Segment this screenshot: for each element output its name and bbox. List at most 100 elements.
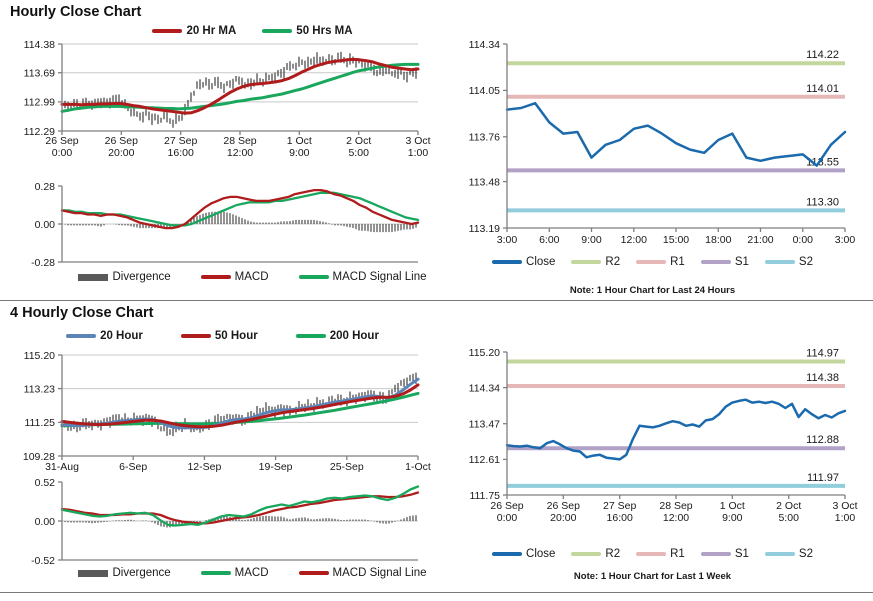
y-tick-label: 114.34 — [469, 382, 500, 394]
y-tick-label: 109.28 — [23, 451, 55, 463]
legend-item-50-hour: 50 Hour — [180, 330, 258, 342]
level-label-s2: 113.30 — [806, 196, 839, 208]
x-tick-label: 25-Sep — [330, 461, 364, 473]
legend-label: S2 — [798, 548, 813, 560]
legend-label: Close — [526, 256, 556, 268]
level-label-s1: 112.88 — [806, 434, 839, 446]
hourly-close-chart-title: Hourly Close Chart — [10, 4, 142, 20]
y-tick-label: 115.20 — [24, 350, 55, 362]
x-tick-label: 18:00 — [705, 234, 731, 246]
legend-item-close: Close — [492, 548, 555, 560]
x-tick-label: 20:00 — [108, 147, 134, 159]
legend-label: Close — [526, 548, 556, 560]
hourly-close-legend: 20 Hr MA 50 Hrs MA — [40, 25, 465, 37]
x-tick-label: 3:00 — [835, 234, 856, 246]
legend-line-swatch — [636, 260, 667, 264]
x-tick-label: 28 Sep — [659, 500, 692, 512]
legend-label: 50 Hrs MA — [296, 25, 353, 37]
legend-item-r2: R2 — [571, 548, 620, 560]
legend-label: Divergence — [112, 271, 171, 283]
hourly-macd-legend: Divergence MACD MACD Signal Line — [40, 271, 465, 283]
series-line-macd-signal-line — [60, 491, 420, 525]
y-tick-label: 0.52 — [35, 477, 56, 489]
x-tick-label: 6-Sep — [119, 461, 147, 473]
x-tick-label: 26 Sep — [105, 135, 138, 147]
legend-line-swatch — [262, 29, 293, 33]
y-tick-label: 112.29 — [24, 126, 55, 138]
legend-label: MACD Signal Line — [332, 567, 427, 579]
legend-label: R1 — [670, 548, 685, 560]
x-tick-label: 1:00 — [408, 147, 429, 159]
x-tick-label: 15:00 — [663, 234, 689, 246]
legend-line-swatch — [295, 334, 326, 338]
legend-item-20-hour: 20 Hour — [66, 330, 143, 342]
x-tick-label: 26 Sep — [490, 500, 523, 512]
level-label-r1: 114.38 — [806, 372, 839, 384]
four-hourly-macd-legend: Divergence MACD MACD Signal Line — [40, 567, 465, 579]
x-tick-label: 26 Sep — [45, 135, 78, 147]
y-tick-label: 113.23 — [24, 383, 55, 395]
x-tick-label: 5:00 — [348, 147, 369, 159]
legend-label: R2 — [605, 548, 621, 560]
legend-label: R2 — [605, 256, 621, 268]
x-tick-label: 26 Sep — [547, 500, 580, 512]
hourly-support-resistance-chart: 114.22 114.01 113.55 113.30 114.34 114.05 113.… — [469, 39, 856, 246]
hourly-sr-legend: Close R2 R1 S1 S2 — [435, 256, 870, 268]
x-tick-label: 12-Sep — [187, 461, 221, 473]
legend-label: S1 — [734, 256, 749, 268]
x-tick-label: 28 Sep — [223, 135, 256, 147]
level-label-s1: 113.55 — [806, 156, 839, 168]
series-line-50-hrs-ma — [60, 62, 420, 113]
series-line-macd — [60, 188, 420, 230]
four-hourly-close-chart-title: 4 Hourly Close Chart — [10, 305, 154, 321]
y-tick-label: 113.48 — [469, 176, 500, 188]
legend-label: MACD Signal Line — [332, 271, 427, 283]
y-tick-label: 113.47 — [469, 419, 500, 431]
y-tick-label: 115.20 — [469, 347, 500, 359]
level-label-r2: 114.22 — [806, 49, 839, 61]
series-line-macd-signal-line — [60, 191, 420, 227]
legend-item-divergence: Divergence — [78, 567, 171, 579]
y-tick-label: 114.05 — [469, 85, 500, 97]
four-hourly-macd-chart: 0.52 0.00 -0.52 — [31, 477, 420, 564]
legend-label: Divergence — [112, 567, 171, 579]
legend-item-s1: S1 — [700, 548, 749, 560]
legend-item-close: Close — [492, 256, 555, 268]
legend-bar-swatch — [78, 569, 109, 577]
legend-item-50-hrs-ma: 50 Hrs MA — [262, 25, 353, 37]
legend-line-swatch — [298, 571, 329, 575]
x-tick-label: 12:00 — [663, 512, 689, 524]
legend-label: 20 Hour — [100, 330, 143, 342]
legend-item-macd: MACD — [200, 271, 269, 283]
legend-item-s2: S2 — [764, 256, 813, 268]
x-tick-label: 2 Oct — [776, 500, 801, 512]
x-tick-label: 3 Oct — [832, 500, 857, 512]
y-tick-label: 111.25 — [24, 417, 55, 429]
x-tick-label: 19-Sep — [259, 461, 293, 473]
x-tick-label: 0:00 — [497, 512, 518, 524]
legend-label: 200 Hour — [329, 330, 379, 342]
legend-item-macd-signal-line: MACD Signal Line — [298, 271, 427, 283]
legend-line-swatch — [298, 275, 329, 279]
x-tick-label: 2 Oct — [346, 135, 371, 147]
legend-line-swatch — [700, 260, 731, 264]
x-tick-label: 1 Oct — [287, 135, 312, 147]
legend-line-swatch — [764, 552, 795, 556]
x-tick-label: 1 Oct — [720, 500, 745, 512]
x-tick-label: 1-Oct — [405, 461, 431, 473]
legend-label: S1 — [734, 548, 749, 560]
y-tick-label: 0.28 — [35, 181, 56, 193]
x-tick-label: 9:00 — [581, 234, 602, 246]
legend-item-r2: R2 — [571, 256, 620, 268]
x-tick-label: 31-Aug — [45, 461, 79, 473]
series-line-20-hour — [60, 377, 420, 430]
x-tick-label: 3:00 — [497, 234, 518, 246]
legend-line-swatch — [492, 260, 523, 264]
legend-label: MACD — [234, 271, 269, 283]
x-tick-label: 16:00 — [607, 512, 633, 524]
series-line-macd — [60, 485, 420, 527]
y-tick-label: -0.28 — [31, 257, 55, 269]
y-tick-label: 113.76 — [469, 132, 500, 144]
series-line-50-hour — [60, 383, 420, 429]
